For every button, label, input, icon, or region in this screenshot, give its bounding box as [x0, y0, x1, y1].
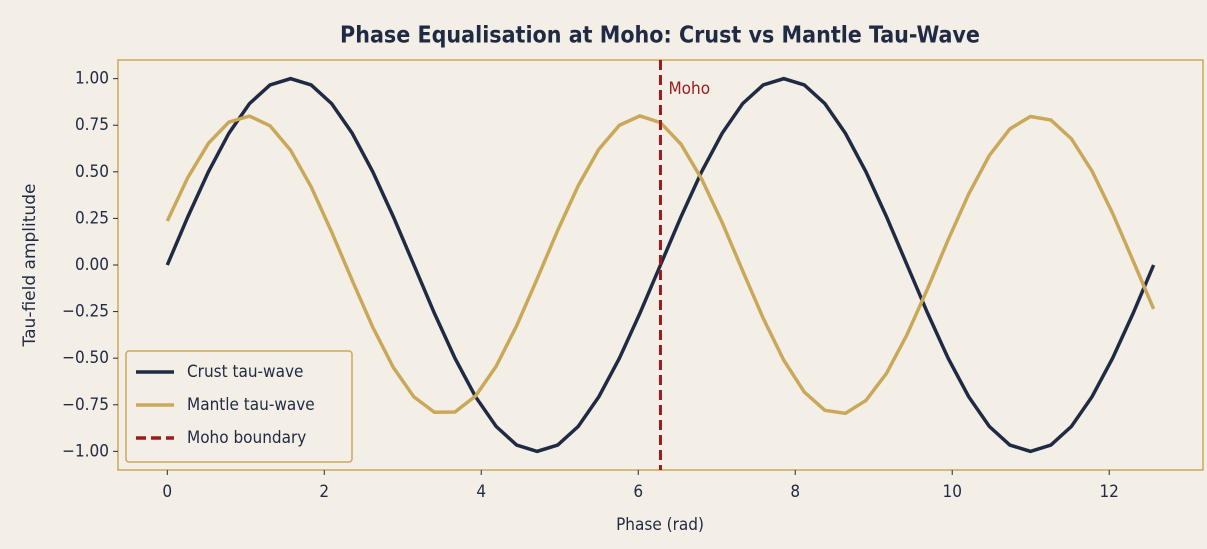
- legend-box: [125, 350, 353, 463]
- y-tick-label: 0.50: [75, 162, 109, 182]
- y-tick-label: 0.75: [75, 115, 109, 135]
- x-tick-label: 12: [1099, 482, 1118, 502]
- x-tick-label: 8: [790, 482, 800, 502]
- x-tick-label: 6: [633, 482, 643, 502]
- y-tick-label: 0.00: [75, 255, 109, 275]
- y-tick-label: 1.00: [75, 69, 109, 89]
- y-tick-label: −0.50: [62, 348, 109, 368]
- y-tick-label: −0.75: [62, 395, 109, 415]
- x-tick-label: 0: [162, 482, 172, 502]
- x-tick-label: 4: [476, 482, 486, 502]
- legend-label: Moho boundary: [187, 428, 306, 448]
- y-tick-label: 0.25: [75, 208, 109, 228]
- x-tick-label: 10: [942, 482, 961, 502]
- y-axis-label: Tau-field amplitude: [20, 184, 40, 348]
- chart-title: Phase Equalisation at Moho: Crust vs Man…: [340, 23, 980, 49]
- legend-label: Crust tau-wave: [187, 362, 303, 382]
- reference-label: Moho: [668, 79, 710, 99]
- x-tick-label: 2: [319, 482, 329, 502]
- y-tick-label: −0.25: [62, 302, 109, 322]
- legend-label: Mantle tau-wave: [187, 395, 315, 415]
- x-axis-label: Phase (rad): [616, 515, 704, 535]
- y-tick-label: −1.00: [62, 441, 109, 461]
